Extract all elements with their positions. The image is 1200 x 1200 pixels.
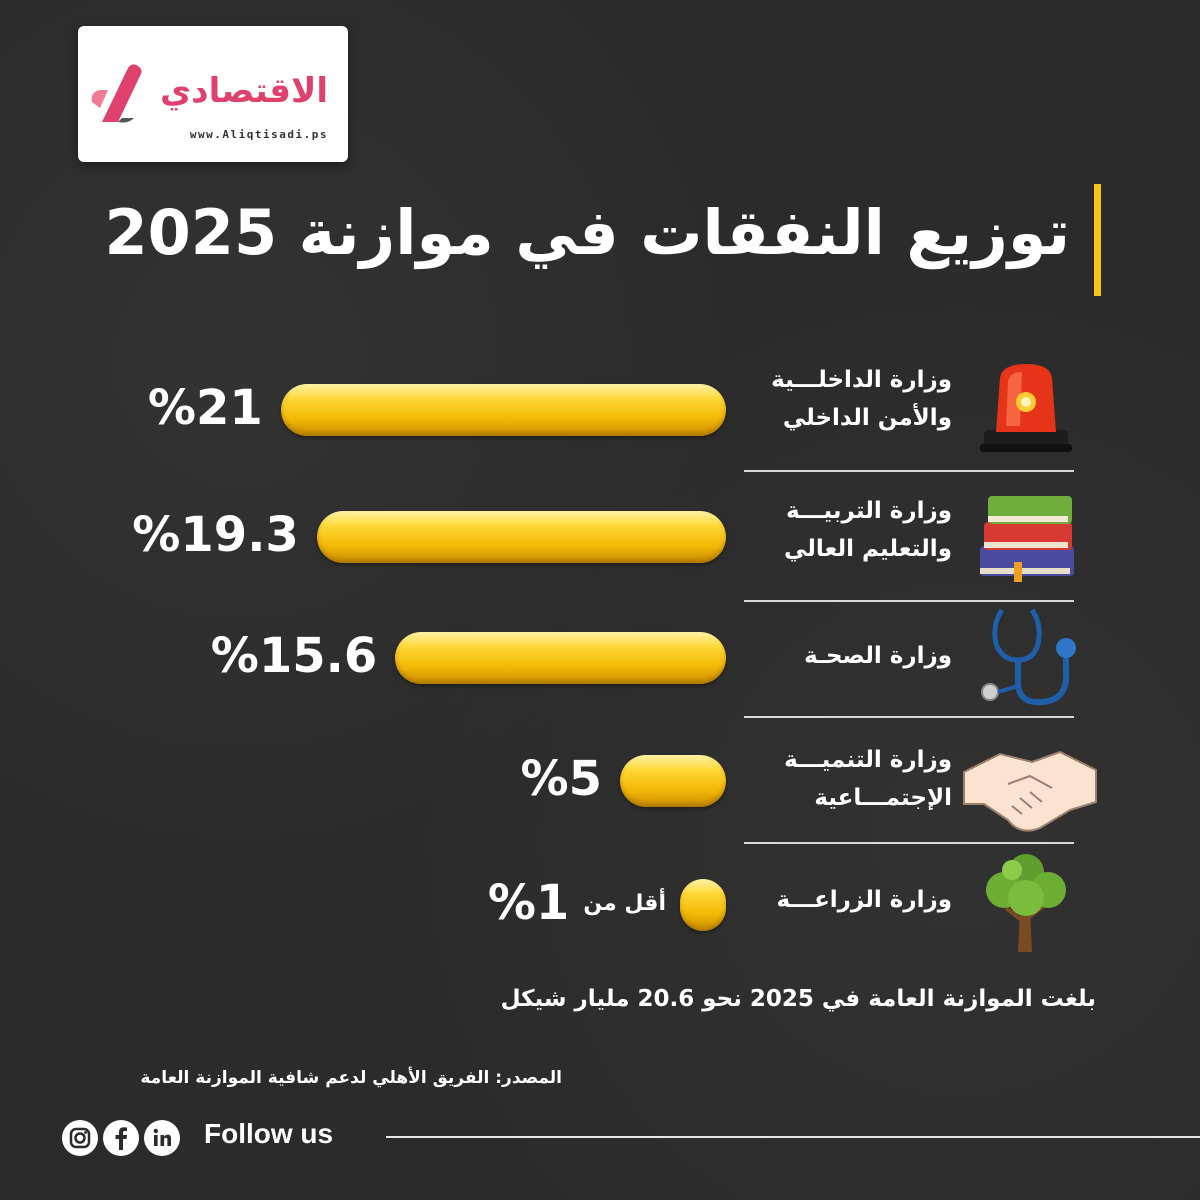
logo-url: www.Aliqtisadi.ps bbox=[189, 128, 328, 141]
bar-value-label: %19.3 bbox=[132, 507, 299, 563]
ministry-label-agriculture: وزارة الزراعـــة bbox=[742, 882, 952, 920]
bar-value-label: %1 bbox=[487, 875, 570, 931]
bar-value-prefix: أقل من bbox=[583, 891, 666, 916]
bar bbox=[680, 879, 726, 931]
ministry-label-line2: والأمن الداخلي bbox=[782, 404, 952, 431]
handshake-icon bbox=[963, 750, 1097, 832]
logo-mark-icon bbox=[91, 64, 142, 123]
facebook-icon[interactable] bbox=[103, 1120, 139, 1156]
ministry-label-education: وزارة التربيـــة والتعليم العالي bbox=[742, 493, 952, 569]
row-divider bbox=[744, 842, 1074, 844]
siren-icon bbox=[980, 364, 1072, 452]
bar bbox=[316, 511, 726, 563]
ministry-label-line2: الإجتمـــاعية bbox=[814, 784, 952, 811]
bar bbox=[395, 632, 726, 684]
ministry-label-health: وزارة الصحـة bbox=[742, 638, 952, 676]
instagram-icon[interactable] bbox=[62, 1120, 98, 1156]
row-divider bbox=[744, 600, 1074, 602]
bar-value-label: %21 bbox=[147, 380, 263, 436]
bar bbox=[280, 384, 726, 436]
follow-us-label: Follow us bbox=[204, 1118, 334, 1149]
linkedin-icon[interactable] bbox=[144, 1120, 180, 1156]
bar-value-label: %5 bbox=[520, 751, 603, 807]
ministry-label-line1: وزارة الصحـة bbox=[804, 643, 952, 669]
ministry-label-line1: وزارة الداخلـــية bbox=[771, 367, 952, 393]
ministry-label-line1: وزارة التربيـــة bbox=[785, 498, 952, 524]
title-accent-bar bbox=[1094, 184, 1101, 296]
ministry-label-line1: وزارة التنميـــة bbox=[784, 747, 952, 773]
ministry-label-line2: والتعليم العالي bbox=[783, 535, 952, 562]
logo-card: الاقتصادي www.Aliqtisadi.ps bbox=[78, 26, 348, 162]
ministry-label-interior: وزارة الداخلـــية والأمن الداخلي bbox=[742, 362, 952, 438]
books-icon bbox=[980, 496, 1074, 582]
bar-value-label: %15.6 bbox=[210, 628, 378, 684]
total-budget-note: بلغت الموازنة العامة في 2025 نحو 20.6 مل… bbox=[500, 986, 1096, 1012]
ministry-label-line1: وزارة الزراعـــة bbox=[776, 887, 952, 913]
row-divider bbox=[744, 470, 1074, 472]
row-divider bbox=[744, 716, 1074, 718]
page-title: توزيع النفقات في موازنة 2025 bbox=[104, 196, 1070, 269]
bar bbox=[620, 755, 726, 807]
stethoscope-icon bbox=[981, 608, 1076, 706]
logo-name: الاقتصادي bbox=[160, 71, 328, 111]
tree-icon bbox=[986, 854, 1066, 952]
source-note: المصدر: الفريق الأهلي لدعم شافية الموازن… bbox=[140, 1068, 562, 1088]
ministry-label-social: وزارة التنميـــة الإجتمـــاعية bbox=[742, 742, 952, 818]
follow-divider bbox=[386, 1136, 1200, 1138]
